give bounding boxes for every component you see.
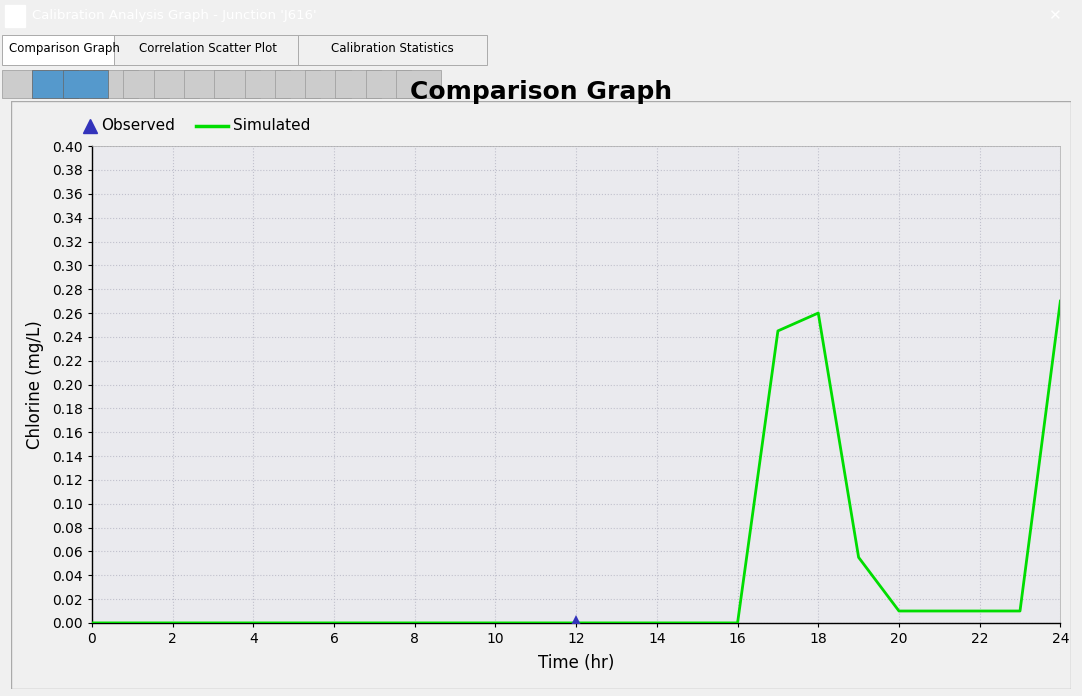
Y-axis label: Chlorine (mg/L): Chlorine (mg/L) (26, 320, 43, 449)
FancyBboxPatch shape (32, 70, 78, 98)
FancyBboxPatch shape (335, 70, 381, 98)
FancyBboxPatch shape (2, 35, 127, 65)
FancyBboxPatch shape (275, 70, 320, 98)
Text: Observed: Observed (101, 118, 175, 134)
FancyBboxPatch shape (184, 70, 229, 98)
FancyBboxPatch shape (305, 70, 351, 98)
Bar (5, 5, 25, 26)
FancyBboxPatch shape (63, 70, 108, 98)
FancyBboxPatch shape (93, 70, 138, 98)
FancyBboxPatch shape (32, 70, 78, 98)
FancyBboxPatch shape (245, 70, 290, 98)
Text: ✕: ✕ (1047, 8, 1060, 23)
FancyBboxPatch shape (114, 35, 303, 65)
FancyBboxPatch shape (154, 70, 199, 98)
FancyBboxPatch shape (63, 70, 108, 98)
FancyBboxPatch shape (214, 70, 260, 98)
Text: Comparison Graph: Comparison Graph (410, 80, 672, 104)
X-axis label: Time (hr): Time (hr) (538, 654, 615, 672)
FancyBboxPatch shape (298, 35, 487, 65)
FancyBboxPatch shape (396, 70, 441, 98)
Text: Correlation Scatter Plot: Correlation Scatter Plot (140, 42, 277, 55)
FancyBboxPatch shape (2, 70, 48, 98)
FancyBboxPatch shape (366, 70, 411, 98)
Text: Simulated: Simulated (234, 118, 311, 134)
Text: Comparison Graph: Comparison Graph (9, 42, 120, 55)
FancyBboxPatch shape (123, 70, 169, 98)
Text: Calibration Analysis Graph - Junction 'J616': Calibration Analysis Graph - Junction 'J… (32, 9, 317, 22)
Text: Calibration Statistics: Calibration Statistics (331, 42, 453, 55)
